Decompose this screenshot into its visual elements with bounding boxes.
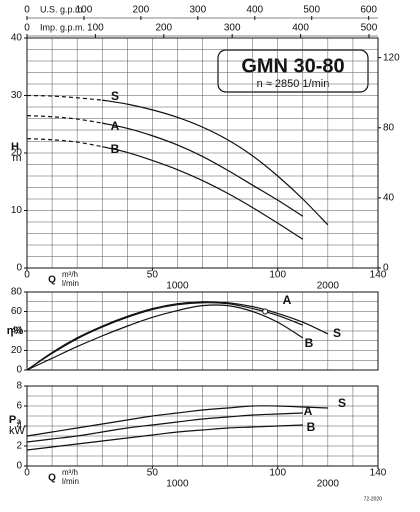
series-label: S: [111, 89, 119, 103]
y2-tick-label: 0: [383, 263, 389, 274]
x-axis-unit: m³/h: [62, 468, 78, 477]
top-tick-label: 300: [189, 5, 206, 16]
top-tick-label: 200: [155, 23, 172, 34]
x-tick-label: 50: [147, 270, 159, 281]
curve-a: [26, 412, 303, 443]
series-label: S: [333, 326, 341, 340]
y2-tick-label: 40: [383, 193, 395, 204]
top-axis-label: U.S. g.p.m.: [40, 4, 85, 14]
curve-b: [26, 424, 303, 451]
y-tick-label: 20: [11, 148, 23, 159]
y-tick-label: 2: [16, 441, 22, 452]
code: 72-2020: [364, 496, 383, 502]
y-tick-label: 6: [16, 401, 22, 412]
top-tick-label: 400: [246, 5, 263, 16]
x2-axis-unit: l/min: [62, 279, 79, 288]
top-tick-label: 500: [303, 5, 320, 16]
y2-tick-label: 80: [383, 122, 395, 133]
model-title: GMN 30-80: [241, 55, 344, 77]
curve-a: [26, 115, 103, 124]
top-tick-label: 0: [24, 23, 30, 34]
y-tick-label: 40: [11, 33, 23, 44]
y-axis-label: H: [11, 141, 19, 153]
top-tick-label: 0: [24, 5, 30, 16]
y-tick-label: 20: [11, 345, 23, 356]
y-tick-label: 0: [16, 365, 22, 376]
x2-axis-unit: l/min: [62, 477, 79, 486]
top-tick-label: 400: [292, 23, 309, 34]
x2-tick-label: 2000: [317, 281, 340, 292]
y-axis-unit: kW: [9, 425, 26, 437]
curve-s: [26, 94, 103, 101]
top-axis-label: Imp. g.p.m.: [40, 22, 85, 32]
title-box: [217, 49, 369, 93]
curve-b: [26, 304, 304, 371]
series-label: S: [338, 396, 346, 410]
top-tick-label: 100: [87, 23, 104, 34]
y2-tick-label: 120: [383, 52, 400, 63]
x-tick-label: 0: [24, 270, 30, 281]
top-tick-label: 300: [224, 23, 241, 34]
y-tick-label: 60: [11, 306, 23, 317]
x-axis-label: Q: [48, 275, 56, 286]
curve-s: [26, 405, 328, 437]
x-tick-label: 100: [269, 270, 286, 281]
series-label: B: [111, 142, 120, 156]
x-tick-label: 140: [370, 468, 387, 479]
x2-tick-label: 2000: [317, 479, 340, 490]
curve-a: [102, 122, 304, 217]
x-axis-unit: m³/h: [62, 270, 78, 279]
curve-b: [102, 146, 304, 240]
y-tick-label: 80: [11, 287, 23, 298]
y-tick-label: 10: [11, 205, 23, 216]
curve-s: [26, 301, 329, 371]
y-axis-label: η%: [7, 325, 24, 337]
x-tick-label: 0: [24, 468, 30, 479]
top-tick-label: 600: [360, 5, 377, 16]
top-tick-label: 200: [133, 5, 150, 16]
series-label: A: [304, 404, 313, 418]
y-tick-label: 0: [16, 461, 22, 472]
series-label: B: [305, 336, 314, 350]
x-axis-label: Q: [48, 473, 56, 484]
curve-b: [26, 138, 103, 148]
marker: [262, 308, 269, 315]
curve-s: [102, 99, 329, 226]
x-tick-label: 140: [370, 270, 387, 281]
top-tick-label: 500: [361, 23, 378, 34]
y-tick-label: 30: [11, 90, 23, 101]
y-tick-label: 40: [11, 326, 23, 337]
x-tick-label: 50: [147, 468, 159, 479]
y-tick-label: 4: [16, 421, 22, 432]
series-label: A: [111, 119, 120, 133]
y-axis-unit: m: [12, 152, 21, 164]
y-axis-label: P₂: [9, 414, 21, 426]
y-tick-label: 8: [16, 381, 22, 392]
curve-a: [26, 302, 304, 371]
x2-tick-label: 1000: [166, 479, 189, 490]
series-label: A: [283, 293, 292, 307]
y-tick-label: 0: [16, 263, 22, 274]
top-tick-label: 100: [76, 5, 93, 16]
series-label: B: [307, 420, 316, 434]
x-tick-label: 100: [269, 468, 286, 479]
x2-tick-label: 1000: [166, 281, 189, 292]
